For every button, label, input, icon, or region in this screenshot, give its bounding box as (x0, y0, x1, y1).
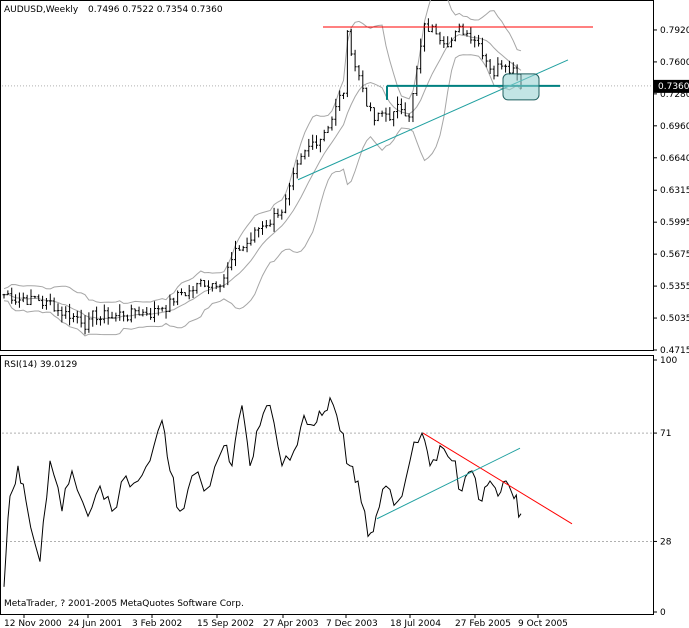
date-tick-label: 24 Jun 2001 (68, 619, 122, 628)
rsi-trendlines (376, 432, 573, 525)
price-annotations (297, 26, 593, 181)
date-tick-label: 27 Apr 2003 (263, 619, 319, 628)
price-tick-label: 0.7600 (660, 58, 689, 68)
rsi-line (3, 396, 522, 587)
price-axis: 0.7920 0.7600 0.7280 0.6960 0.6640 0.6315 0.59… (653, 26, 689, 356)
price-tick-label: 0.7280 (660, 90, 689, 100)
rsi-panel-frame (0, 355, 654, 615)
date-axis: 12 Nov 2000 24 Jun 2001 3 Feb 2002 15 Sep 2… (4, 614, 568, 628)
price-tick-label: 0.5355 (660, 282, 689, 292)
date-tick-label: 27 Feb 2005 (455, 619, 511, 628)
rsi-up-trendline (376, 447, 521, 520)
price-tick-label: 0.4715 (660, 346, 689, 356)
price-tick-label: 0.6960 (660, 122, 689, 132)
date-tick-label: 12 Nov 2000 (4, 619, 62, 628)
rsi-header-label: RSI(14) 39.0129 (4, 360, 77, 370)
date-tick-label: 9 Oct 2005 (518, 619, 568, 628)
bollinger-upper (3, 0, 522, 304)
rsi-tick-label: 28 (660, 537, 672, 547)
last-price-badge (654, 79, 689, 93)
copyright-text: MetaTrader, ? 2001-2005 MetaQuotes Softw… (4, 599, 244, 609)
price-bars (2, 18, 523, 335)
highlight-box (502, 73, 540, 101)
chart-header-ohlc: 0.7496 0.7522 0.7354 0.7360 (88, 5, 223, 15)
rsi-tick-label: 100 (660, 356, 677, 366)
rsi-series (3, 396, 522, 587)
price-panel-frame (0, 0, 654, 351)
chart-header-symbol: AUDUSD,Weekly (4, 5, 79, 15)
date-tick-label: 18 Jul 2004 (390, 619, 441, 628)
price-tick-label: 0.5995 (660, 218, 689, 228)
bollinger-middle (3, 33, 522, 320)
price-tick-label: 0.6315 (660, 186, 689, 196)
bollinger-bands (3, 0, 522, 337)
bollinger-lower (3, 54, 522, 337)
date-tick-label: 15 Sep 2002 (197, 619, 254, 628)
rsi-tick-label: 71 (660, 429, 671, 439)
price-tick-label: 0.7920 (660, 26, 689, 36)
date-tick-label: 3 Feb 2002 (132, 619, 182, 628)
rsi-axis: 100 71 28 0 (653, 356, 677, 618)
rsi-level-lines (2, 432, 652, 542)
rsi-tick-label: 0 (660, 608, 666, 618)
price-tick-label: 0.6640 (660, 154, 689, 164)
price-tick-label: 0.5675 (660, 250, 689, 260)
price-tick-label: 0.5035 (660, 314, 689, 324)
last-price-label: 0.7360 (658, 82, 689, 92)
rsi-down-trendline (422, 432, 573, 525)
date-tick-label: 7 Dec 2003 (326, 619, 378, 628)
